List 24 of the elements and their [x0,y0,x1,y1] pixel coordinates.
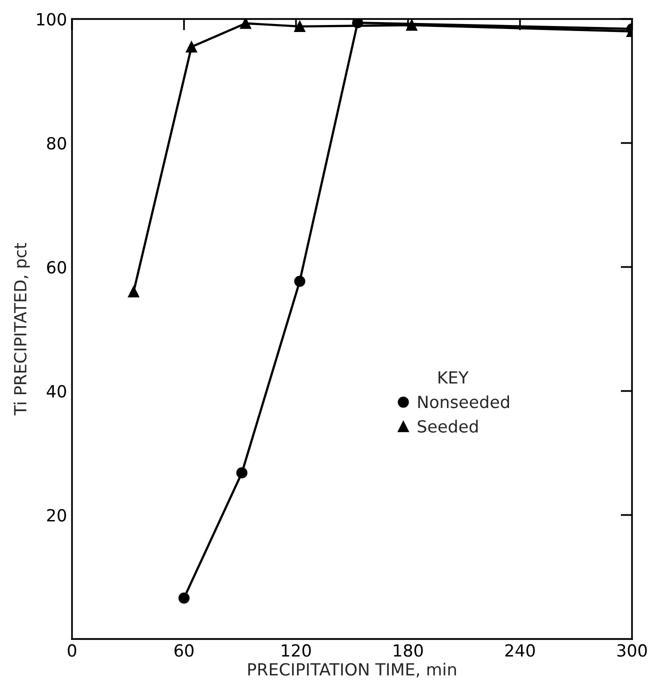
point [236,467,248,478]
point [178,592,190,604]
y-tick-label: 80 [47,136,66,150]
y-tick-label: 20 [47,508,66,522]
y-tick-label: 60 [47,260,66,274]
point [406,20,418,31]
legend-label: Nonseeded [418,395,509,408]
legend-title: KEY [438,371,469,384]
y-tick-label: 100 [37,12,66,26]
y-axis-title: Ti PRECIPITATED, pct [14,243,30,416]
point [294,276,306,287]
point [186,41,198,52]
x-tick-label: 180 [394,644,423,657]
point [128,286,140,298]
x-tick-label: 300 [617,644,647,657]
x-tick-label: 240 [505,644,535,657]
x-tick-label: 120 [282,644,311,657]
x-axis-title: PRECIPITATION TIME, min [248,662,456,678]
legend-label: Seeded [418,420,478,433]
x-tick-label: 0 [68,644,76,657]
x-tick-label: 60 [174,644,194,657]
point [240,19,252,29]
y-tick-label: 40 [46,384,66,398]
point [294,20,306,32]
